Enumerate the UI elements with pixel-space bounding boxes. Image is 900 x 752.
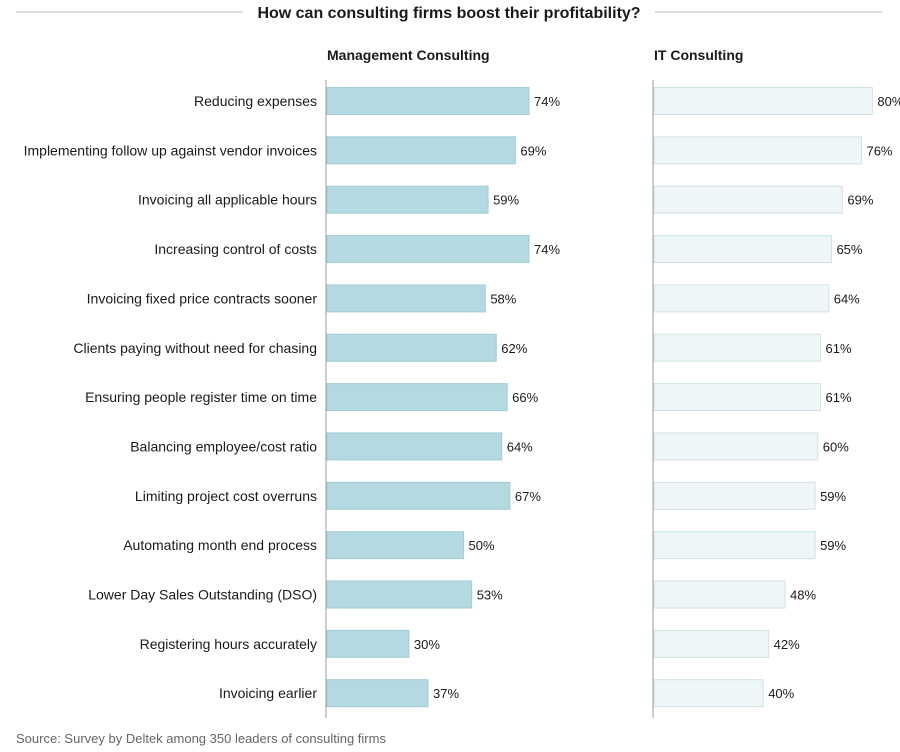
chart-title: How can consulting firms boost their pro… bbox=[257, 5, 640, 22]
category-label: Implementing follow up against vendor in… bbox=[24, 142, 317, 158]
category-label: Increasing control of costs bbox=[154, 241, 317, 257]
value-label-it: 60% bbox=[823, 439, 849, 454]
value-label-management: 67% bbox=[515, 489, 541, 504]
value-label-it: 69% bbox=[847, 193, 873, 208]
value-label-management: 66% bbox=[512, 390, 538, 405]
bar-management bbox=[326, 87, 530, 115]
bar-it bbox=[653, 136, 862, 165]
value-label-it: 42% bbox=[774, 637, 800, 652]
value-label-it: 76% bbox=[866, 143, 892, 158]
value-label-it: 80% bbox=[877, 94, 900, 109]
bar-management bbox=[326, 136, 516, 165]
panel-title-it: IT Consulting bbox=[654, 47, 743, 63]
bar-it bbox=[653, 333, 822, 362]
value-label-it: 40% bbox=[768, 686, 794, 701]
value-label-it: 59% bbox=[820, 489, 846, 504]
category-label: Automating month end process bbox=[123, 537, 317, 553]
bar-management bbox=[326, 481, 511, 510]
bar-it bbox=[653, 87, 873, 115]
category-labels: Reducing expenses Implementing follow up … bbox=[24, 93, 318, 701]
bars bbox=[326, 87, 873, 708]
bar-it bbox=[653, 481, 816, 510]
bar-management bbox=[326, 185, 489, 214]
value-label-it: 61% bbox=[826, 341, 852, 356]
bar-management bbox=[326, 383, 508, 412]
bar-management bbox=[326, 531, 464, 560]
bar-management bbox=[326, 284, 486, 313]
value-label-management: 53% bbox=[477, 588, 503, 603]
value-label-it: 48% bbox=[790, 588, 816, 603]
bar-management bbox=[326, 235, 530, 264]
value-label-it: 59% bbox=[820, 538, 846, 553]
value-label-management: 64% bbox=[507, 439, 533, 454]
category-label: Invoicing fixed price contracts sooner bbox=[87, 290, 318, 306]
bar-management bbox=[326, 629, 410, 658]
category-label: Invoicing earlier bbox=[219, 685, 317, 701]
bar-it bbox=[653, 629, 770, 658]
panel-title-management: Management Consulting bbox=[327, 47, 490, 63]
category-label: Limiting project cost overruns bbox=[135, 488, 317, 504]
value-label-management: 74% bbox=[534, 94, 560, 109]
category-label: Registering hours accurately bbox=[140, 636, 317, 652]
value-label-management: 30% bbox=[414, 637, 440, 652]
category-label: Ensuring people register time on time bbox=[85, 389, 317, 405]
category-label: Clients paying without need for chasing bbox=[73, 340, 317, 356]
category-label: Lower Day Sales Outstanding (DSO) bbox=[88, 587, 317, 603]
source-note: Source: Survey by Deltek among 350 leade… bbox=[16, 731, 386, 746]
bar-it bbox=[653, 432, 819, 461]
bar-management bbox=[326, 333, 497, 362]
value-label-it: 65% bbox=[836, 242, 862, 257]
value-label-it: 61% bbox=[826, 390, 852, 405]
bar-it bbox=[653, 679, 764, 708]
category-label: Invoicing all applicable hours bbox=[138, 192, 317, 208]
bar-management bbox=[326, 580, 473, 609]
bar-it bbox=[653, 531, 816, 560]
value-label-management: 69% bbox=[520, 143, 546, 158]
value-label-management: 62% bbox=[501, 341, 527, 356]
bar-management bbox=[326, 679, 429, 708]
bar-it bbox=[653, 185, 843, 214]
value-label-management: 58% bbox=[490, 291, 516, 306]
value-labels: 74% 80% 69% 76% 59% 69% 74% 65% 58% 64% 62% 61% 66% 6… bbox=[414, 94, 900, 701]
category-label: Reducing expenses bbox=[194, 93, 317, 109]
value-label-management: 74% bbox=[534, 242, 560, 257]
bar-it bbox=[653, 284, 830, 313]
bar-it bbox=[653, 580, 786, 609]
value-label-management: 50% bbox=[469, 538, 495, 553]
value-label-management: 37% bbox=[433, 686, 459, 701]
bar-it bbox=[653, 383, 822, 412]
bar-management bbox=[326, 432, 503, 461]
bar-it bbox=[653, 235, 832, 264]
value-label-management: 59% bbox=[493, 193, 519, 208]
value-label-it: 64% bbox=[834, 291, 860, 306]
category-label: Balancing employee/cost ratio bbox=[130, 438, 317, 454]
